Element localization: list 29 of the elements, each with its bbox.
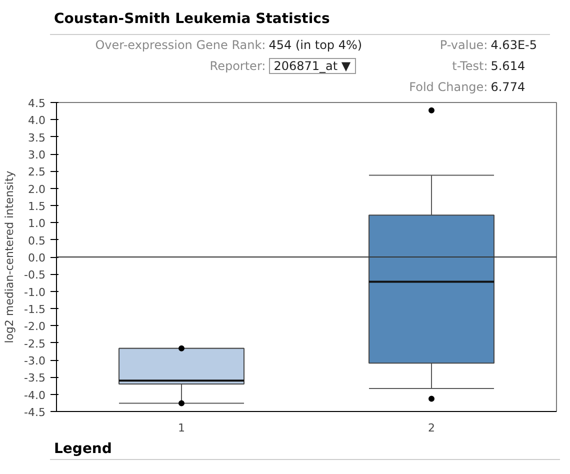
y-tick-label: -0.5: [24, 268, 46, 282]
y-axis-title: log2 median-centered intensity: [3, 170, 16, 344]
y-tick-label: 0.5: [28, 234, 46, 248]
y-tick-label: 2.5: [28, 166, 46, 179]
text: Legend: [50, 439, 560, 460]
y-tick-label: 4.5: [28, 97, 46, 110]
y-tick-label: -3.5: [24, 372, 46, 385]
text: Over-expression Gene Rank: 454 (in top 4%): [94, 37, 362, 54]
y-tick-label: -2.5: [24, 337, 46, 350]
y-tick-label: 4.0: [28, 114, 46, 128]
y-tick-label: 3.0: [28, 148, 46, 162]
text: P-value: 4.63E-5: [438, 37, 537, 54]
text: t-Test: 5.614: [451, 58, 526, 76]
y-tick-label: 0.0: [28, 252, 46, 264]
x-tick-label: 2: [428, 422, 435, 434]
x-tick-label: 1: [178, 422, 185, 434]
y-tick-label: 2.0: [28, 182, 46, 196]
y-tick-label: -2.0: [24, 320, 46, 334]
y-tick-label: -4.0: [24, 388, 46, 402]
y-tick-label: -3.0: [24, 354, 46, 368]
y-tick-label: -1.5: [24, 303, 46, 316]
y-tick-label: 1.5: [28, 200, 46, 213]
text: Fold Change: 6.774: [408, 79, 526, 96]
y-tick-label: 3.5: [28, 131, 46, 144]
text: Reporter: 206871_at ▼: [208, 58, 352, 76]
y-tick-label: 1.0: [28, 217, 46, 230]
chart-title: Coustan-Smith Leukemia Statistics: [50, 5, 550, 35]
y-tick-label: -1.0: [24, 286, 46, 299]
y-tick-label: -4.5: [24, 406, 46, 419]
